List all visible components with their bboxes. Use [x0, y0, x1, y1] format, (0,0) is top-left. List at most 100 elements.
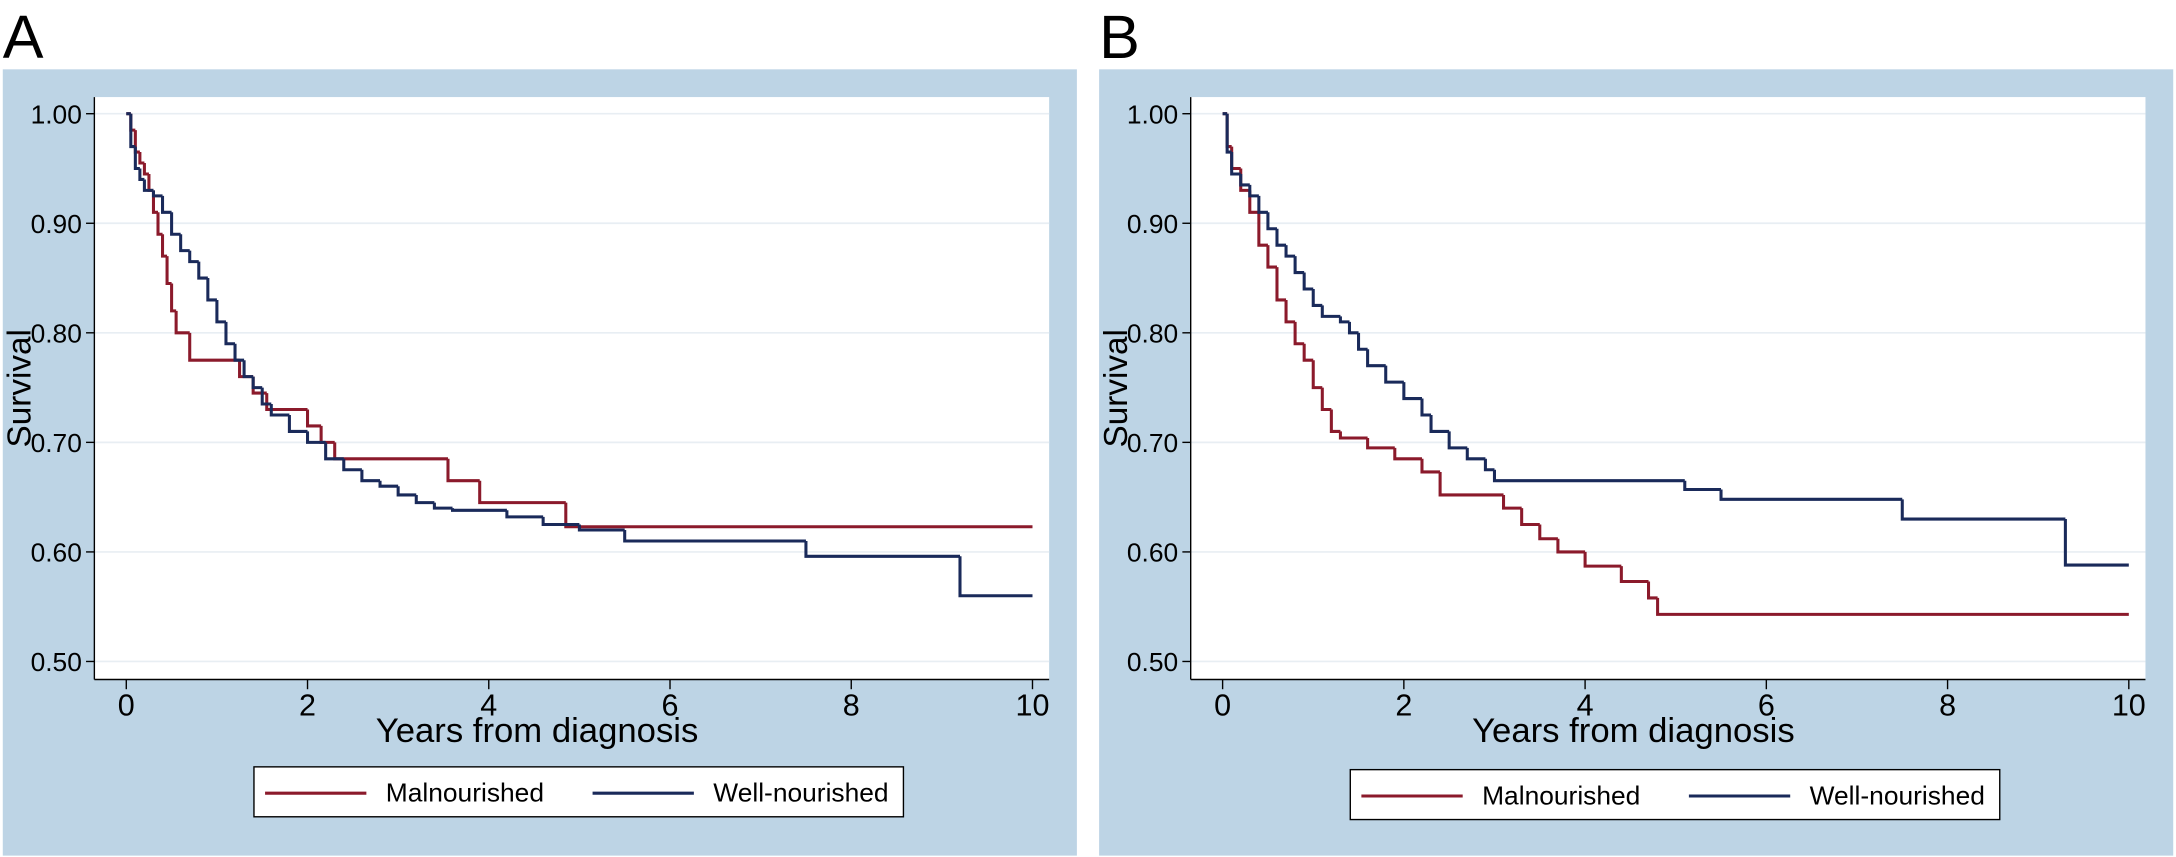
survival-step	[269, 404, 290, 417]
survival-step	[161, 195, 172, 214]
survival-step	[1683, 480, 1722, 491]
survival-step	[2063, 519, 2129, 567]
survival-step	[138, 152, 145, 165]
survival-step	[324, 442, 344, 461]
survival-step	[432, 502, 453, 510]
legend-label: Well-nourished	[1810, 780, 1985, 810]
survival-step	[1538, 524, 1558, 541]
survival-step	[1420, 398, 1432, 417]
survival-step	[577, 524, 625, 532]
survival-step	[197, 261, 208, 280]
y-tick-label: 0.70	[1127, 428, 1178, 458]
x-tick-label: 10	[2112, 689, 2146, 723]
survival-step	[1520, 508, 1540, 527]
y-tick-label: 0.90	[31, 209, 82, 239]
survival-step	[1900, 499, 2066, 521]
survival-step	[1266, 212, 1277, 231]
survival-step	[1257, 195, 1268, 214]
survival-step	[1302, 343, 1314, 362]
survival-step	[1284, 299, 1296, 324]
survival-step	[179, 234, 190, 253]
survival-step	[1248, 184, 1259, 198]
panel-label: B	[1099, 3, 1140, 71]
survival-step	[215, 299, 226, 324]
survival-step	[251, 376, 263, 390]
survival-step	[1329, 409, 1341, 433]
survival-step	[1402, 382, 1422, 401]
x-tick-label: 4	[1577, 689, 1594, 723]
y-tick-label: 0.90	[1127, 209, 1178, 239]
survival-step	[1556, 538, 1586, 554]
survival-step	[505, 510, 544, 519]
survival-step	[396, 486, 417, 497]
y-axis-title: Survival	[2, 329, 39, 447]
x-tick-label: 4	[480, 689, 497, 723]
survival-step	[151, 190, 163, 198]
x-tick-label: 8	[843, 689, 860, 723]
survival-step	[1719, 489, 1903, 501]
y-tick-label: 0.50	[31, 647, 82, 677]
survival-step	[446, 458, 480, 483]
survival-step	[1393, 447, 1422, 461]
survival-step	[188, 332, 240, 362]
survival-step	[1239, 173, 1250, 187]
survival-step	[287, 414, 308, 433]
survival-step	[170, 212, 181, 236]
survival-step	[206, 278, 217, 302]
survival-step	[233, 343, 245, 362]
survival-step	[1366, 437, 1395, 450]
y-tick-label: 1.00	[31, 99, 82, 129]
panel-label: A	[3, 3, 44, 71]
survival-step	[1420, 458, 1441, 474]
x-tick-label: 8	[1939, 689, 1956, 723]
y-tick-label: 1.00	[1127, 99, 1178, 129]
x-axis-title: Years from diagnosis	[376, 712, 699, 750]
survival-step	[1275, 228, 1287, 247]
survival-step	[188, 250, 199, 264]
survival-step	[1483, 458, 1495, 472]
x-tick-label: 2	[1395, 689, 1412, 723]
survival-step	[1465, 447, 1486, 461]
survival-step	[1338, 431, 1368, 440]
survival-step	[1366, 349, 1386, 368]
x-tick-label: 0	[1214, 689, 1231, 723]
survival-step	[1347, 321, 1359, 335]
survival-step	[1619, 566, 1649, 584]
survival-step	[450, 508, 507, 512]
y-tick-label: 0.80	[1127, 319, 1178, 349]
survival-step	[1492, 469, 1685, 483]
survival-step	[1248, 190, 1259, 214]
survival-step	[1257, 212, 1268, 247]
y-tick-label: 0.60	[1127, 538, 1178, 568]
y-tick-label: 0.60	[31, 538, 82, 568]
survival-step	[541, 516, 580, 527]
plot-area	[1190, 97, 2146, 680]
survival-step	[265, 393, 308, 412]
x-tick-label: 6	[1758, 689, 1775, 723]
survival-step	[564, 502, 1033, 529]
y-tick-label: 0.80	[31, 319, 82, 349]
legend-label: Malnourished	[386, 778, 544, 808]
survival-step	[342, 458, 362, 472]
survival-step	[1502, 494, 1522, 510]
survival-step	[1384, 365, 1404, 384]
survival-step	[958, 556, 1033, 598]
survival-step	[1311, 360, 1323, 390]
x-tick-label: 6	[662, 689, 679, 723]
survival-step	[1438, 471, 1504, 497]
survival-step	[1230, 152, 1241, 176]
survival-step	[1429, 414, 1450, 433]
survival-step	[224, 321, 236, 346]
legend-label: Malnourished	[1482, 780, 1640, 810]
survival-step	[1293, 256, 1305, 275]
survival-step	[804, 540, 960, 558]
survival-step	[1320, 387, 1332, 412]
y-tick-label: 0.70	[31, 428, 82, 458]
survival-step	[360, 469, 381, 483]
survival-step	[1320, 305, 1341, 318]
x-tick-label: 0	[118, 689, 135, 723]
y-tick-label: 0.50	[1127, 647, 1178, 677]
legend-label: Well-nourished	[713, 778, 888, 808]
survival-step	[623, 530, 806, 543]
